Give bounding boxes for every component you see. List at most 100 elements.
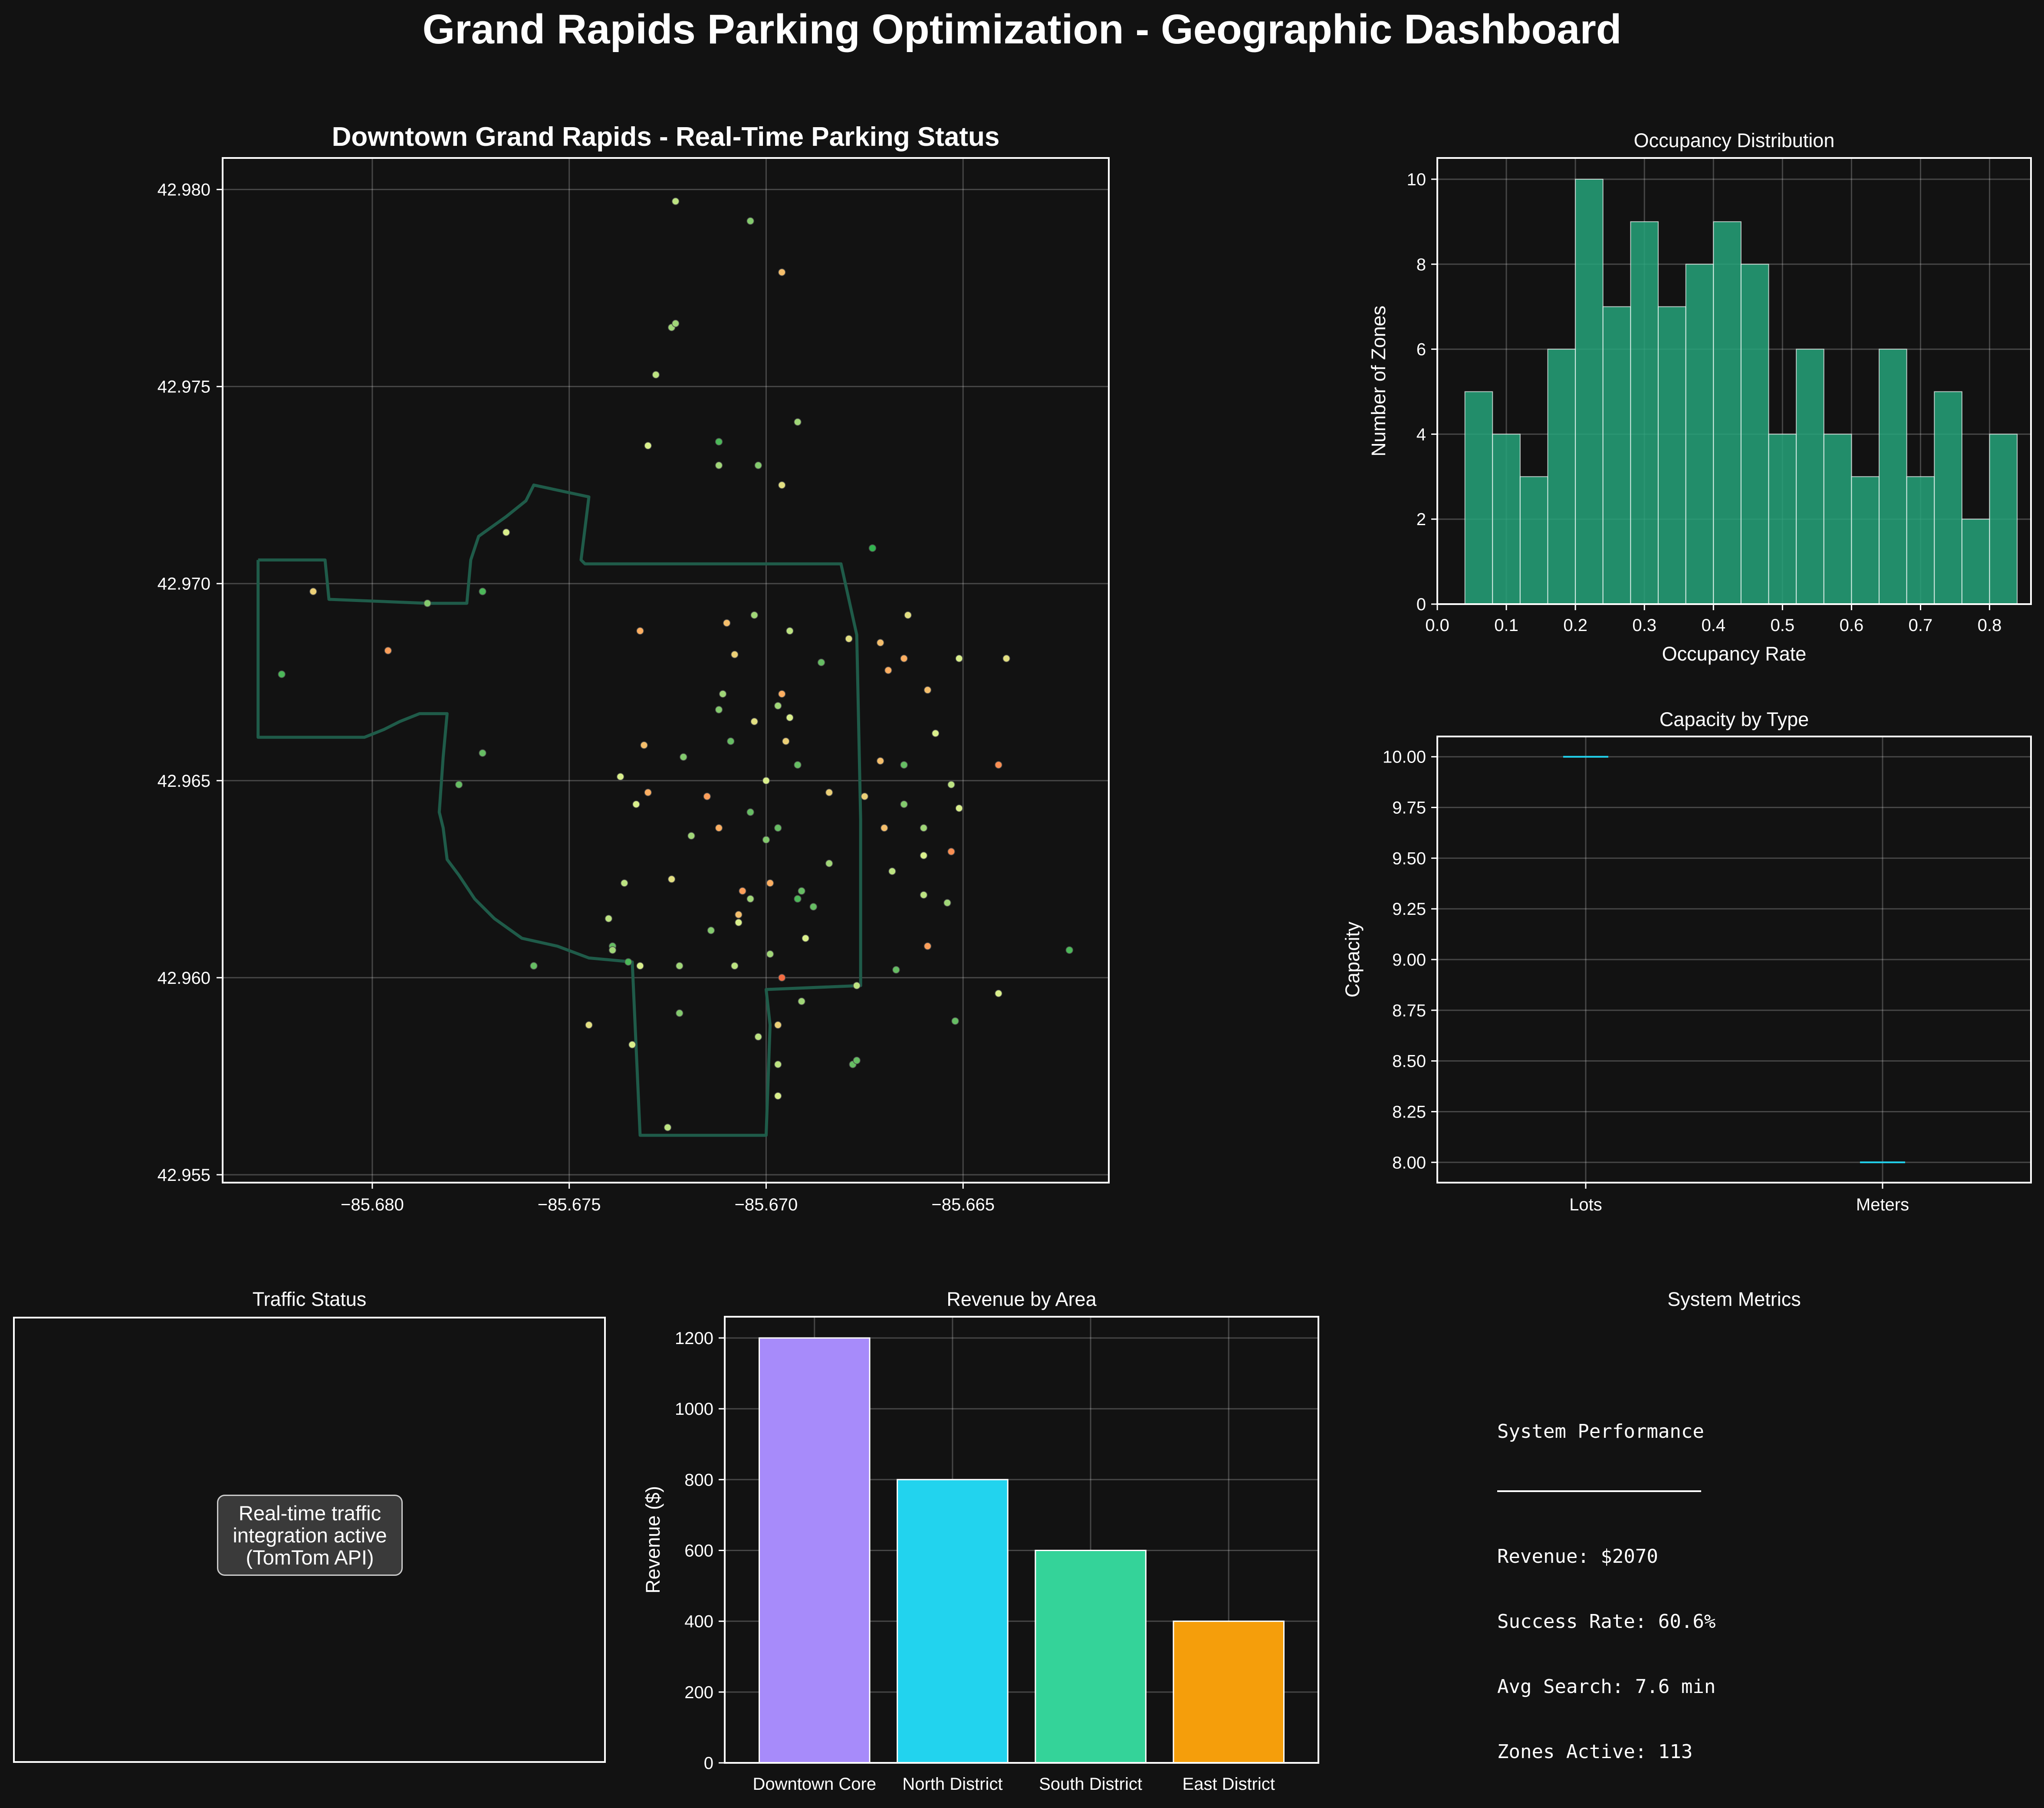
box-x-tick-label: Meters [1856, 1195, 1909, 1214]
histogram-bar [1768, 434, 1797, 605]
parking-zone-point [1002, 654, 1010, 663]
revenue-bar [1035, 1549, 1147, 1764]
parking-zone-point [774, 824, 782, 832]
hist-x-axis-label: Occupancy Rate [1662, 643, 1807, 665]
histogram-bar [1685, 263, 1714, 605]
parking-zone-point [585, 1021, 593, 1029]
revenue-y-tick-label: 800 [684, 1470, 713, 1489]
map-frame [222, 157, 1110, 1183]
parking-zone-point [735, 911, 743, 919]
histogram-bar [1934, 391, 1962, 605]
histogram-bar [1851, 476, 1880, 605]
map-y-tick-label: 42.955 [158, 1166, 210, 1185]
hist-x-tick-label: 0.2 [1563, 616, 1587, 635]
metric-zones-active: Zones Active: 113 [1497, 1741, 1693, 1763]
parking-zone-point [794, 761, 802, 769]
parking-zone-point [774, 1060, 782, 1068]
parking-zone-point [947, 781, 955, 789]
box-y-tick-label: 8.50 [1392, 1052, 1426, 1071]
parking-zone-point [825, 859, 833, 868]
parking-zone-point [951, 1017, 959, 1025]
hist-x-tick-label: 0.6 [1840, 616, 1864, 635]
parking-zone-point [664, 1124, 672, 1131]
boxplot-title: Capacity by Type [1659, 708, 1809, 730]
histogram-bar [1906, 476, 1935, 605]
parking-zone-point [920, 851, 928, 860]
revenue-y-tick-label: 1000 [675, 1400, 713, 1419]
revenue-y-tick-label: 1200 [675, 1329, 713, 1348]
histogram-bar [1602, 306, 1631, 605]
parking-zone-point [762, 836, 770, 844]
revenue-x-tick-label: Downtown Core [753, 1775, 877, 1794]
histogram-bar [1492, 434, 1521, 605]
parking-zone-point [868, 544, 877, 552]
parking-zone-point [778, 690, 786, 698]
system-metrics-text: System Performance Revenue: $2070 Succes… [1497, 1377, 1715, 1785]
histogram-bar [1575, 178, 1604, 605]
hist-x-tick-label: 0.0 [1425, 616, 1449, 635]
hist-x-tick-label: 0.1 [1494, 616, 1518, 635]
parking-zone-point [676, 1009, 684, 1017]
parking-zone-point [726, 737, 735, 745]
parking-zone-point [746, 808, 754, 816]
parking-zone-point [750, 717, 758, 726]
revenue-bar [759, 1337, 871, 1764]
histogram-bar [1713, 221, 1742, 605]
parking-zone-point [309, 588, 317, 595]
box-x-tick-label: Lots [1569, 1195, 1602, 1214]
map-y-tick-label: 42.975 [158, 378, 210, 397]
histogram-bar [1989, 434, 2018, 605]
parking-zone-point [853, 1056, 861, 1065]
map-y-tick-label: 42.960 [158, 969, 210, 988]
histogram-bar [1823, 434, 1852, 605]
revenue-bar [1173, 1621, 1285, 1764]
revenue-y-tick-label: 200 [684, 1683, 713, 1702]
map-x-tick-label: −85.675 [538, 1195, 601, 1214]
parking-zone-point [817, 658, 825, 667]
parking-zone-point [923, 942, 932, 950]
parking-zone-point [766, 879, 774, 887]
parking-zone-point [703, 792, 711, 800]
parking-zone-point [530, 962, 538, 970]
map-x-tick-label: −85.670 [735, 1195, 798, 1214]
metric-revenue: Revenue: $2070 [1497, 1545, 1658, 1568]
parking-zone-point [652, 371, 660, 379]
parking-zone-point [278, 670, 286, 678]
box-y-tick-label: 9.00 [1392, 950, 1426, 970]
parking-zone-point [778, 268, 786, 276]
revenue-x-tick-label: North District [902, 1775, 1002, 1794]
hist-y-axis-label: Number of Zones [1367, 306, 1390, 457]
downtown-boundary [256, 483, 862, 1137]
revenue-x-tick-label: East District [1183, 1775, 1275, 1794]
parking-zone-point [904, 611, 912, 619]
parking-zone-point [923, 686, 932, 694]
parking-zone-point [845, 635, 853, 643]
parking-zone-point [636, 962, 644, 970]
metric-avg-search: Avg Search: 7.6 min [1497, 1676, 1716, 1698]
parking-zone-point [632, 800, 640, 808]
parking-zone-point [995, 989, 1002, 997]
parking-zone-point [620, 879, 628, 887]
parking-zone-point [1065, 946, 1073, 954]
parking-zone-point [715, 824, 723, 832]
parking-zone-point [774, 1021, 782, 1029]
parking-zone-point [809, 903, 818, 911]
revenue-x-tick-label: South District [1039, 1775, 1142, 1794]
parking-zone-point [479, 588, 486, 595]
revenue-title: Revenue by Area [946, 1288, 1097, 1310]
parking-zone-point [931, 730, 940, 737]
parking-zone-point [671, 197, 680, 205]
parking-zone-point [825, 789, 833, 796]
parking-zone-point [955, 654, 963, 663]
hist-y-tick-label: 8 [1416, 255, 1426, 274]
parking-zone-point [947, 848, 955, 855]
parking-zone-point [892, 966, 900, 974]
box-y-tick-label: 9.50 [1392, 849, 1426, 868]
parking-zone-point [778, 481, 786, 489]
parking-zone-point [424, 599, 431, 607]
parking-zone-point [774, 702, 782, 710]
parking-zone-point [723, 619, 731, 627]
parking-zone-point [798, 887, 805, 895]
parking-zone-point [628, 1041, 636, 1049]
